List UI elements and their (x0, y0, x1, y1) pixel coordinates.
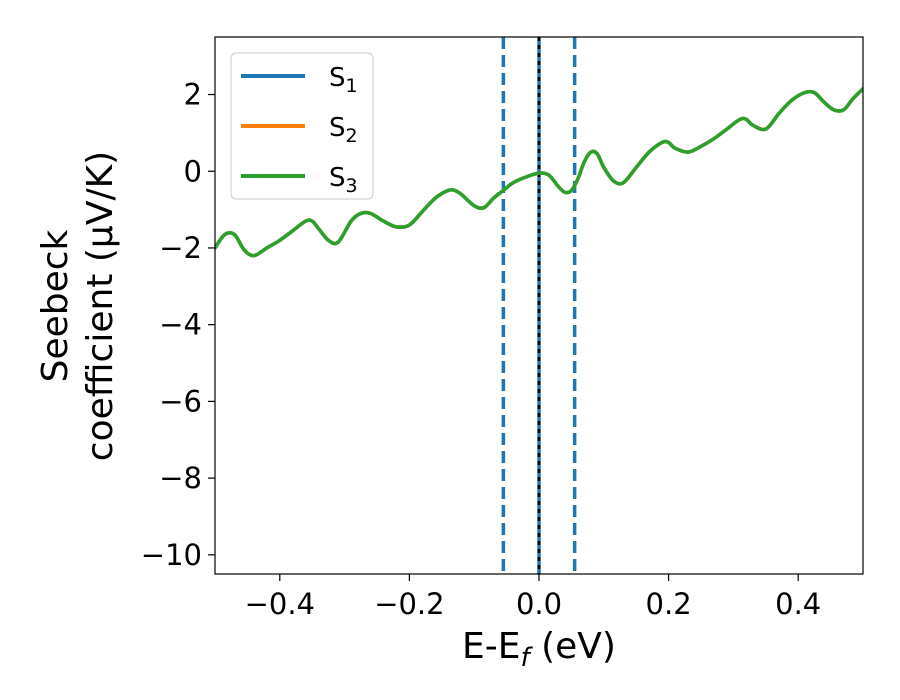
legend-label-s1: S1 (329, 63, 358, 97)
y-tick-label: −4 (159, 308, 202, 342)
x-tick-label: 0.2 (646, 587, 692, 621)
y-axis-label-line1: Seebeck (35, 229, 76, 382)
y-tick-label: −2 (159, 231, 202, 265)
y-tick-label: 0 (184, 154, 202, 188)
legend: S1 S2 S3 (230, 52, 374, 200)
x-axis-label-main: E-E (462, 626, 520, 667)
y-axis-label-line2: coefficient (μV/K) (80, 151, 121, 461)
y-axis-ticks: 2 0 −2 −4 −6 −8 −10 (141, 78, 215, 572)
x-axis-label-unit: (eV) (530, 626, 616, 667)
x-tick-label: −0.4 (245, 587, 315, 621)
series-lines (215, 87, 863, 258)
legend-entries: S1 S2 S3 (241, 63, 358, 197)
x-tick-label: 0.4 (775, 587, 821, 621)
x-tick-label: 0.0 (516, 587, 562, 621)
y-tick-label: 2 (184, 78, 202, 112)
x-axis-ticks: −0.4 −0.2 0.0 0.2 0.4 (245, 574, 821, 621)
series-line-s3 (215, 87, 863, 258)
y-tick-label: −8 (159, 461, 202, 495)
legend-label-s3: S3 (329, 163, 358, 197)
x-tick-label: −0.2 (374, 587, 444, 621)
y-tick-label: −6 (159, 384, 202, 418)
legend-label-s2: S2 (329, 113, 358, 147)
y-tick-label: −10 (141, 538, 202, 572)
reference-lines (501, 37, 577, 574)
x-axis-label: E-Ef (eV) (462, 626, 616, 673)
y-axis-label: Seebeck coefficient (μV/K) (35, 151, 121, 461)
